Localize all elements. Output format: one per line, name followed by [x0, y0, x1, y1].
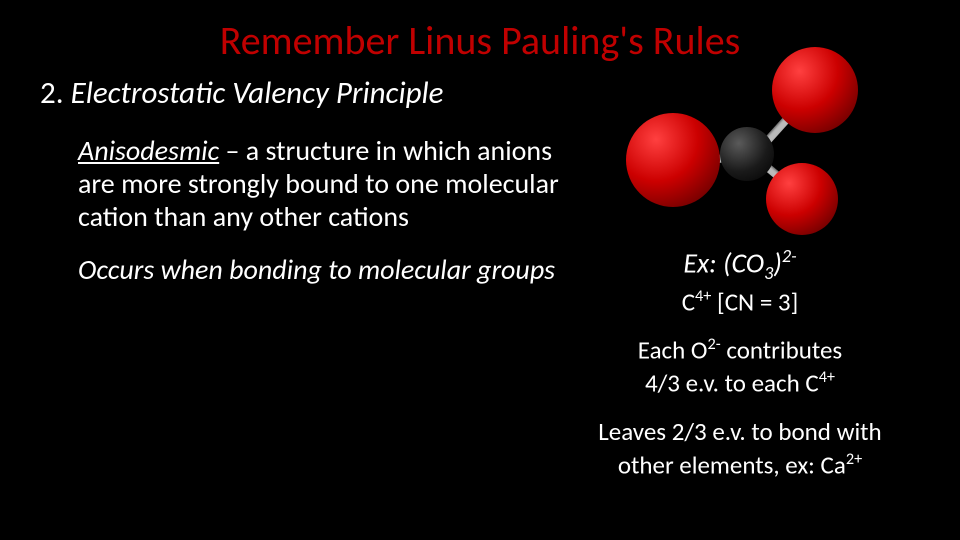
- example-leaves-a: Leaves 2/3 e.v. to bond with: [560, 416, 920, 449]
- ex-sup: 2-: [707, 335, 720, 354]
- ex-text: C: [682, 286, 695, 317]
- ex-sup: 4+: [819, 368, 835, 387]
- occurs-paragraph: Occurs when bonding to molecular groups: [78, 253, 560, 286]
- ex-sup: 4+: [695, 287, 711, 306]
- definition-term: Anisodesmic: [78, 133, 219, 168]
- rule-number: 2.: [40, 74, 64, 112]
- rule-name: Electrostatic Valency Principle: [71, 74, 444, 112]
- ex-text: other elements, ex: Ca: [618, 449, 846, 480]
- ex-text: contributes: [721, 335, 843, 366]
- example-each: Each O2- contributes: [560, 334, 920, 367]
- ex-text: Each O: [638, 335, 708, 366]
- ex-text: ): [773, 245, 782, 280]
- right-column: Ex: (CO3)2- C4+ [CN = 3] Each O2- contri…: [560, 75, 920, 481]
- example-cn: C4+ [CN = 3]: [560, 286, 920, 319]
- definition-paragraph: Anisodesmic – a structure in which anion…: [78, 134, 560, 233]
- example-block: Ex: (CO3)2- C4+ [CN = 3] Each O2- contri…: [560, 245, 920, 481]
- carbon-atom-icon: [720, 127, 774, 181]
- example-leaves-b: other elements, ex: Ca2+: [560, 449, 920, 482]
- oxygen-atom-icon: [766, 163, 838, 235]
- ex-sup: 2-: [782, 245, 797, 267]
- example-formula: Ex: (CO3)2-: [560, 245, 920, 286]
- ex-sub: 3: [764, 262, 773, 284]
- ex-text: [CN = 3]: [711, 286, 798, 317]
- rule-heading: 2. Electrostatic Valency Principle: [40, 75, 560, 112]
- example-fraction: 4/3 e.v. to each C4+: [560, 367, 920, 400]
- ex-sup: 2+: [846, 450, 862, 469]
- oxygen-atom-icon: [772, 47, 858, 133]
- ex-text: Ex: (CO: [683, 245, 764, 280]
- oxygen-atom-icon: [626, 113, 720, 207]
- ex-text: 4/3 e.v. to each C: [645, 368, 819, 399]
- content-area: 2. Electrostatic Valency Principle Aniso…: [0, 65, 960, 481]
- left-column: 2. Electrostatic Valency Principle Aniso…: [40, 75, 560, 481]
- carbonate-molecule-diagram: [620, 55, 860, 235]
